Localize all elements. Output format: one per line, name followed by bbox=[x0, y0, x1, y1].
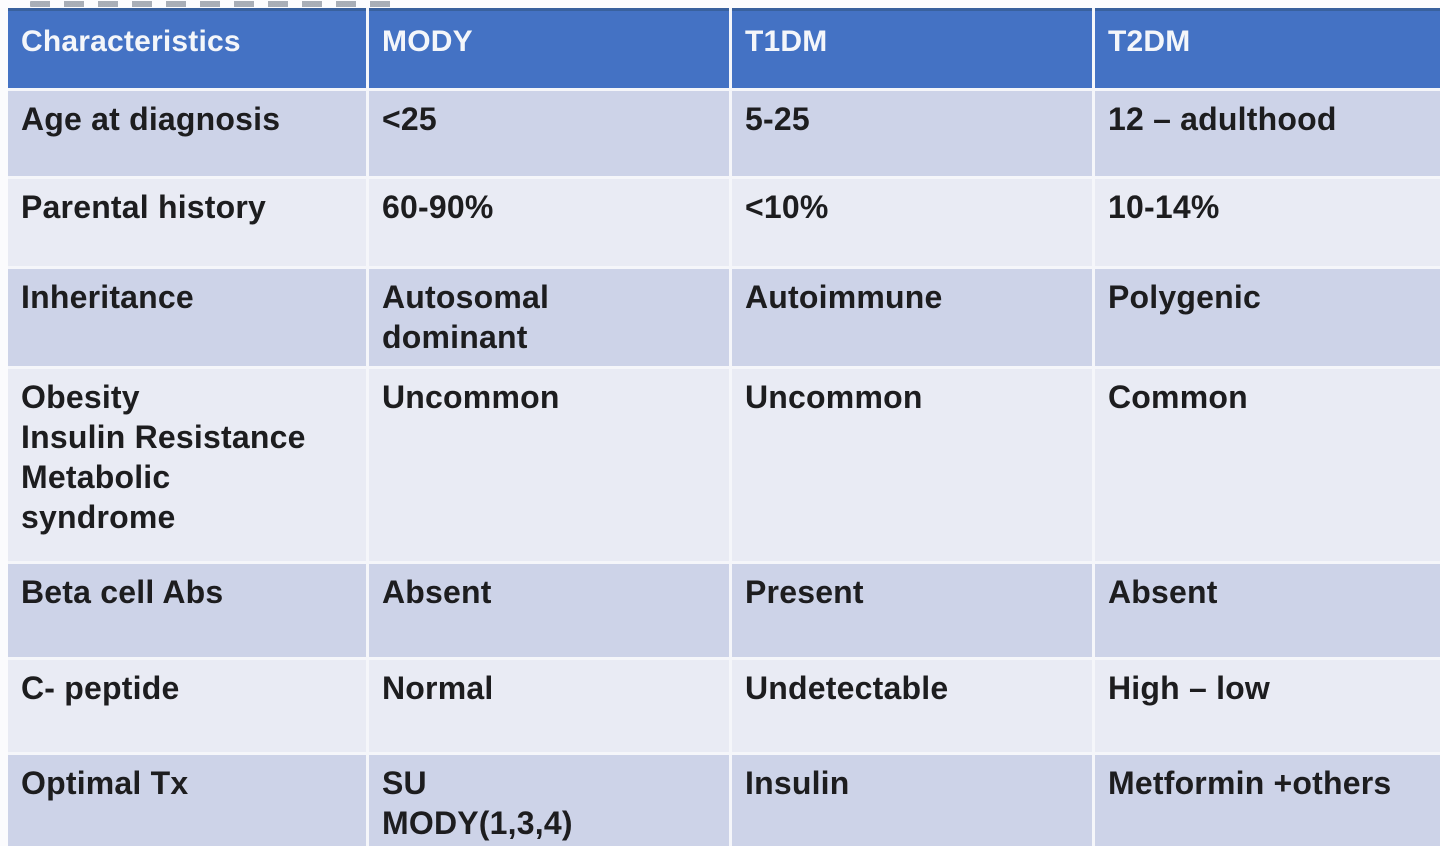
cell-beta-abs-t1dm: Present bbox=[732, 564, 1092, 657]
cell-age-t1dm: 5-25 bbox=[732, 91, 1092, 176]
cell-obesity-t1dm: Uncommon bbox=[732, 369, 1092, 561]
cell-optimal-tx-t1dm: Insulin bbox=[732, 755, 1092, 846]
row-header-obesity-insulin-resistance: Obesity Insulin Resistance Metabolic syn… bbox=[8, 369, 366, 561]
cell-parental-t2dm: 10-14% bbox=[1095, 179, 1440, 266]
cell-optimal-tx-t2dm: Metformin +others bbox=[1095, 755, 1440, 846]
cell-obesity-mody: Uncommon bbox=[369, 369, 729, 561]
row-header-c-peptide: C- peptide bbox=[8, 660, 366, 752]
cropped-text-artifact-strip bbox=[0, 0, 1440, 8]
cell-age-t2dm: 12 – adulthood bbox=[1095, 91, 1440, 176]
row-header-optimal-tx: Optimal Tx bbox=[8, 755, 366, 846]
cell-c-peptide-t2dm: High – low bbox=[1095, 660, 1440, 752]
column-header-t2dm: T2DM bbox=[1095, 8, 1440, 88]
cell-parental-t1dm: <10% bbox=[732, 179, 1092, 266]
column-header-mody: MODY bbox=[369, 8, 729, 88]
cell-inheritance-t1dm: Autoimmune bbox=[732, 269, 1092, 366]
row-header-age-at-diagnosis: Age at diagnosis bbox=[8, 91, 366, 176]
cell-beta-abs-mody: Absent bbox=[369, 564, 729, 657]
row-header-parental-history: Parental history bbox=[8, 179, 366, 266]
cell-inheritance-t2dm: Polygenic bbox=[1095, 269, 1440, 366]
cell-beta-abs-t2dm: Absent bbox=[1095, 564, 1440, 657]
column-header-characteristics: Characteristics bbox=[8, 8, 366, 88]
column-header-t1dm: T1DM bbox=[732, 8, 1092, 88]
cell-optimal-tx-mody: SU MODY(1,3,4) bbox=[369, 755, 729, 846]
row-header-inheritance: Inheritance bbox=[8, 269, 366, 366]
row-header-beta-cell-abs: Beta cell Abs bbox=[8, 564, 366, 657]
cropped-text-dashes bbox=[30, 1, 392, 7]
cell-obesity-t2dm: Common bbox=[1095, 369, 1440, 561]
cell-inheritance-mody: Autosomal dominant bbox=[369, 269, 729, 366]
diabetes-comparison-table: Characteristics MODY T1DM T2DM Age at di… bbox=[8, 8, 1440, 846]
cell-c-peptide-mody: Normal bbox=[369, 660, 729, 752]
cell-c-peptide-t1dm: Undetectable bbox=[732, 660, 1092, 752]
cell-age-mody: <25 bbox=[369, 91, 729, 176]
cell-parental-mody: 60-90% bbox=[369, 179, 729, 266]
